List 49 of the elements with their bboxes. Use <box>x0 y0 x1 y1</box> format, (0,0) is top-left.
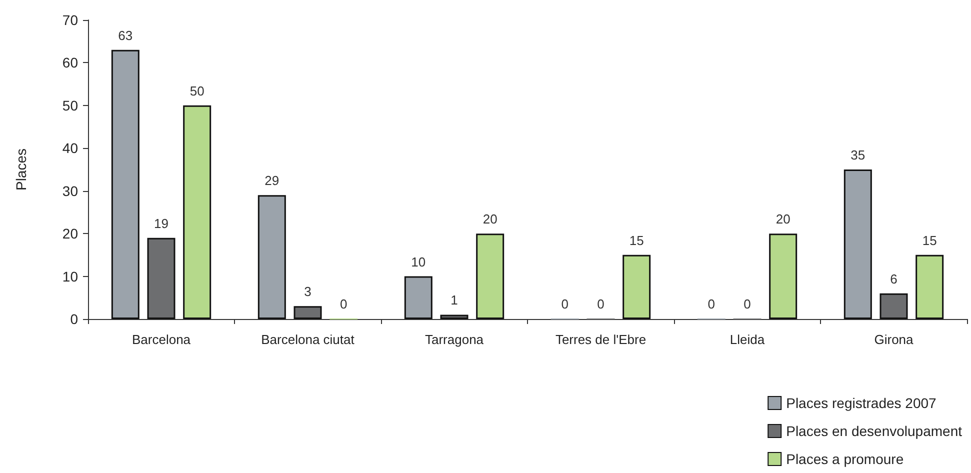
bar <box>183 105 212 319</box>
data-label: 0 <box>340 296 348 312</box>
y-tick-label: 60 <box>62 54 78 71</box>
y-tick-label: 50 <box>62 97 78 114</box>
legend-label: Places en desenvolupament <box>786 423 962 439</box>
data-label: 20 <box>776 212 790 227</box>
data-label: 19 <box>154 216 168 231</box>
bar <box>147 238 176 319</box>
data-label: 35 <box>850 148 866 162</box>
data-label: 63 <box>118 28 133 43</box>
bar <box>880 293 908 319</box>
bar <box>769 234 798 319</box>
bar <box>476 234 504 319</box>
bar <box>294 306 322 319</box>
x-tick-label: Tarragona <box>424 332 484 347</box>
y-tick-label: 70 <box>62 12 78 28</box>
y-tick-label: 0 <box>70 311 78 327</box>
y-tick-label: 20 <box>62 226 78 242</box>
data-label: 15 <box>922 232 937 248</box>
bar <box>258 195 286 319</box>
y-axis-title: Places <box>13 148 29 191</box>
x-tick-label: Lleida <box>730 332 766 347</box>
x-tick-label: Barcelona ciutat <box>261 332 355 347</box>
bar <box>916 254 944 319</box>
data-label: 50 <box>190 83 204 98</box>
data-label: 0 <box>561 296 569 312</box>
data-label: 0 <box>708 296 716 312</box>
bar <box>844 170 872 319</box>
x-tick-label: Terres de l'Ebre <box>555 332 646 347</box>
data-label: 20 <box>482 212 498 227</box>
data-label: 0 <box>744 296 751 312</box>
legend-label: Places a promoure <box>786 451 904 467</box>
bar <box>111 50 140 319</box>
x-tick-label: Girona <box>874 332 914 347</box>
y-tick-label: 30 <box>62 182 78 199</box>
data-label: 6 <box>890 271 898 286</box>
bar <box>622 254 651 319</box>
data-label: 10 <box>411 254 426 270</box>
data-label: 0 <box>597 296 604 312</box>
data-label: 3 <box>304 284 312 300</box>
y-tick-label: 40 <box>62 140 78 156</box>
bar <box>404 276 432 319</box>
x-tick-label: Barcelona <box>132 332 192 347</box>
data-label: 1 <box>450 292 458 308</box>
data-label: 29 <box>264 173 280 188</box>
data-label: 15 <box>629 232 644 248</box>
y-tick-label: 10 <box>62 268 78 284</box>
legend-label: Places registrades 2007 <box>786 395 937 411</box>
bar <box>440 314 468 319</box>
